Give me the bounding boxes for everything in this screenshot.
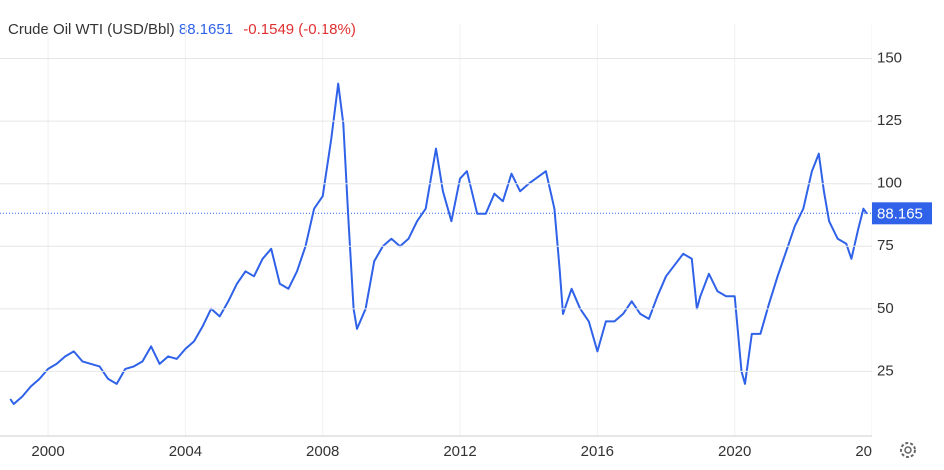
settings-icon[interactable] xyxy=(900,442,916,458)
x-tick-label: 2020 xyxy=(718,443,751,460)
price: 88.1651 xyxy=(179,21,233,38)
x-tick-label: 2000 xyxy=(31,443,64,460)
y-tick-label: 125 xyxy=(877,112,902,129)
x-tick-label: 2008 xyxy=(306,443,339,460)
plot-area: 2000 2004 2008 2012 2016 2020 2024 xyxy=(9,23,888,460)
x-tick-label: 2012 xyxy=(443,443,476,460)
y-tick-label: 100 xyxy=(877,175,902,192)
change: -0.1549 (-0.18%) xyxy=(243,21,356,38)
chart-title: Crude Oil WTI (USD/Bbl) 88.1651 -0.1549 … xyxy=(8,21,356,38)
y-tick-label: 50 xyxy=(877,300,894,317)
price-line xyxy=(9,82,868,405)
last-price-box xyxy=(872,202,932,225)
x-tick-label: 2016 xyxy=(581,443,614,460)
y-tick-label: 75 xyxy=(877,237,894,254)
x-tick-label: 2024 xyxy=(855,443,888,460)
title: Crude Oil WTI (USD/Bbl) xyxy=(8,21,175,38)
y-tick-label: 25 xyxy=(877,362,894,379)
x-tick-label: 2004 xyxy=(169,443,202,460)
last-price-label: 88.165 xyxy=(877,205,923,222)
y-tick-label: 150 xyxy=(877,50,902,67)
